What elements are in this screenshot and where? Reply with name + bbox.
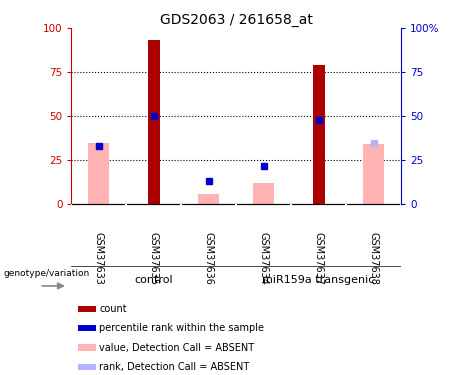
Bar bbox=[78, 325, 96, 332]
Bar bbox=[78, 344, 96, 351]
Bar bbox=[253, 183, 274, 204]
Text: count: count bbox=[100, 304, 127, 314]
Bar bbox=[78, 306, 96, 312]
Text: GSM37637: GSM37637 bbox=[313, 232, 324, 285]
Bar bbox=[89, 143, 109, 204]
Text: percentile rank within the sample: percentile rank within the sample bbox=[100, 323, 265, 333]
Text: GSM37638: GSM37638 bbox=[369, 232, 378, 285]
Text: GSM37636: GSM37636 bbox=[204, 232, 214, 285]
Bar bbox=[363, 144, 384, 204]
Title: GDS2063 / 261658_at: GDS2063 / 261658_at bbox=[160, 13, 313, 27]
Text: GSM37633: GSM37633 bbox=[94, 232, 104, 285]
Text: miR159a transgenic: miR159a transgenic bbox=[262, 275, 375, 285]
Text: control: control bbox=[135, 275, 173, 285]
Text: rank, Detection Call = ABSENT: rank, Detection Call = ABSENT bbox=[100, 362, 250, 372]
Text: value, Detection Call = ABSENT: value, Detection Call = ABSENT bbox=[100, 343, 254, 352]
Text: genotype/variation: genotype/variation bbox=[4, 269, 90, 278]
Text: GSM37635: GSM37635 bbox=[149, 232, 159, 285]
Bar bbox=[313, 65, 325, 204]
Text: GSM37634: GSM37634 bbox=[259, 232, 269, 285]
Bar bbox=[198, 194, 219, 204]
Bar bbox=[148, 40, 160, 204]
Bar bbox=[78, 364, 96, 370]
